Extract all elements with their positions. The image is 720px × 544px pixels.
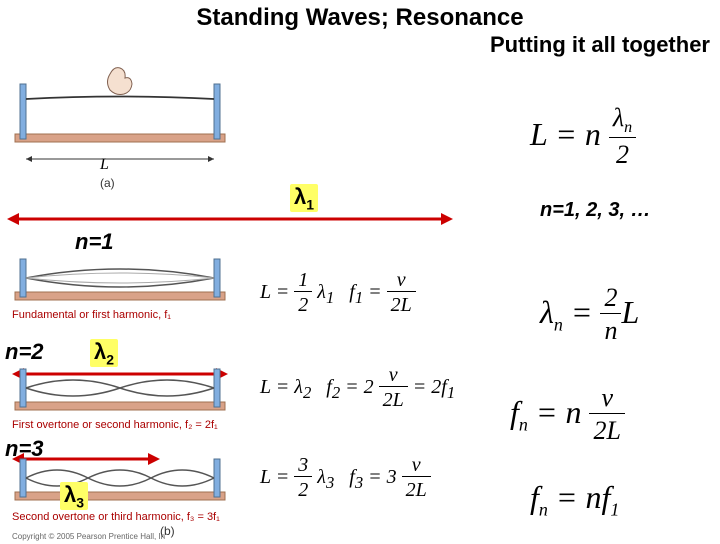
harmonic-1	[10, 254, 230, 309]
lambda3-label: λ3	[60, 482, 88, 510]
harmonic-2-caption: First overtone or second harmonic, f₂ = …	[12, 419, 218, 431]
L-label: L	[100, 156, 109, 174]
harmonic-2	[10, 364, 230, 419]
harmonic-1-caption: Fundamental or first harmonic, f₁	[12, 309, 171, 321]
equation-L: L = n λn 2	[530, 104, 636, 172]
equation-L3: L = 32 λ3 f3 = 3 v2L	[260, 454, 431, 503]
equation-L2: L = λ2 f2 = 2 v2L = 2f1	[260, 364, 455, 413]
n2-label: n=2	[5, 339, 44, 365]
harmonic-3	[10, 454, 230, 509]
lambda1-arrow	[5, 209, 455, 229]
n-series-label: n=1, 2, 3, …	[540, 199, 651, 222]
subtitle: Putting it all together	[0, 32, 710, 58]
diagram-a	[10, 64, 230, 174]
equation-L1: L = 12 λ1 f1 = v2L	[260, 269, 416, 318]
equation-lambda-n: λn = 2nL	[540, 284, 639, 347]
equation-fn-f1: fn = nf1	[530, 479, 619, 520]
part-a-label: (a)	[100, 176, 115, 190]
harmonic-3-caption: Second overtone or third harmonic, f₃ = …	[12, 511, 220, 523]
n1-label: n=1	[75, 229, 114, 255]
equation-fn: fn = n v2L	[510, 384, 625, 447]
page-title: Standing Waves; Resonance	[0, 4, 720, 32]
